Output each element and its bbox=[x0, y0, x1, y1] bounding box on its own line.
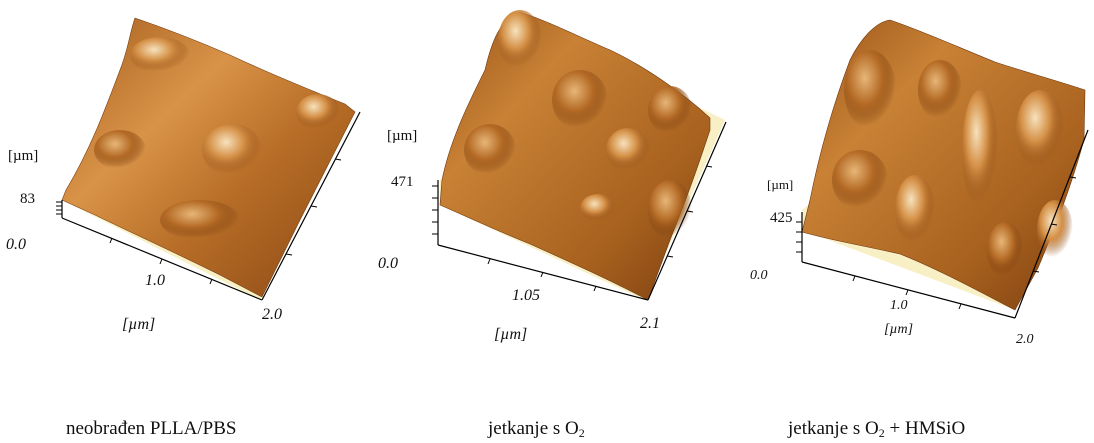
afm-panel-untreated: [µm] 83 0.0 1.0 [µm] 2.0 neobrađen PLLA/… bbox=[0, 0, 365, 443]
origin-label: 0.0 bbox=[6, 236, 26, 253]
axis-ticks bbox=[796, 176, 1077, 310]
afm-surface-plot bbox=[796, 19, 1089, 319]
surface-ridge bbox=[94, 130, 146, 170]
x-mid-label: 1.0 bbox=[145, 272, 165, 289]
surface-peak bbox=[580, 194, 616, 222]
afm-surface-plot bbox=[56, 17, 361, 301]
z-unit-label: [µm] bbox=[8, 148, 39, 164]
z-value-label: 425 bbox=[770, 210, 793, 226]
x-end-label: 2.0 bbox=[1016, 332, 1034, 347]
surface-ridge bbox=[844, 50, 896, 130]
caption-untreated: neobrađen PLLA/PBS bbox=[66, 418, 237, 439]
caption-o2-etched: jetkanje s O2 bbox=[488, 418, 585, 440]
surface-ridge bbox=[160, 200, 240, 240]
surface-ridge bbox=[832, 150, 888, 210]
surface-peak bbox=[606, 128, 650, 172]
surface-peak bbox=[895, 175, 935, 245]
surface-peak bbox=[1037, 200, 1073, 260]
x-axis bbox=[801, 261, 1016, 319]
z-value-label: 83 bbox=[20, 191, 35, 207]
z-unit-label: [µm] bbox=[387, 128, 418, 144]
caption-o2-hmsio: jetkanje s O2 + HMSiO bbox=[788, 418, 966, 440]
x-unit-label: [µm] bbox=[122, 316, 156, 333]
surface-peak bbox=[130, 37, 190, 73]
surface-peak bbox=[962, 90, 998, 210]
x-unit-label: [µm] bbox=[884, 322, 914, 337]
x-unit-label: [µm] bbox=[494, 326, 528, 343]
surface-ridge bbox=[648, 180, 692, 240]
axis-ticks bbox=[56, 158, 342, 285]
surface-peak bbox=[1016, 90, 1064, 170]
surface-ridge bbox=[552, 70, 608, 130]
surface-ridge bbox=[987, 222, 1023, 278]
z-unit-label: [µm] bbox=[767, 177, 794, 192]
afm-panel-o2-etched: [µm] 471 0.0 1.05 [µm] 2.1 jetkanje s O2 bbox=[370, 0, 735, 443]
origin-label: 0.0 bbox=[750, 268, 768, 283]
afm-panel-o2-hmsio: [µm] 425 0.0 1.0 [µm] 2.0 jetkanje s O2 … bbox=[740, 0, 1094, 443]
surface-ridge bbox=[464, 124, 516, 176]
surface-ridge bbox=[648, 86, 692, 134]
z-value-label: 471 bbox=[391, 174, 414, 190]
surface-peak bbox=[202, 124, 262, 176]
x-mid-label: 1.0 bbox=[890, 298, 908, 313]
x-end-label: 2.1 bbox=[640, 315, 660, 332]
surface-peak bbox=[498, 10, 542, 70]
surface-peak bbox=[296, 94, 340, 130]
surface-ridge bbox=[918, 60, 962, 120]
axis-ticks bbox=[432, 165, 713, 292]
x-end-label: 2.0 bbox=[262, 306, 282, 323]
afm-surface-plot bbox=[432, 10, 727, 301]
origin-label: 0.0 bbox=[378, 255, 398, 272]
x-mid-label: 1.05 bbox=[512, 287, 540, 304]
